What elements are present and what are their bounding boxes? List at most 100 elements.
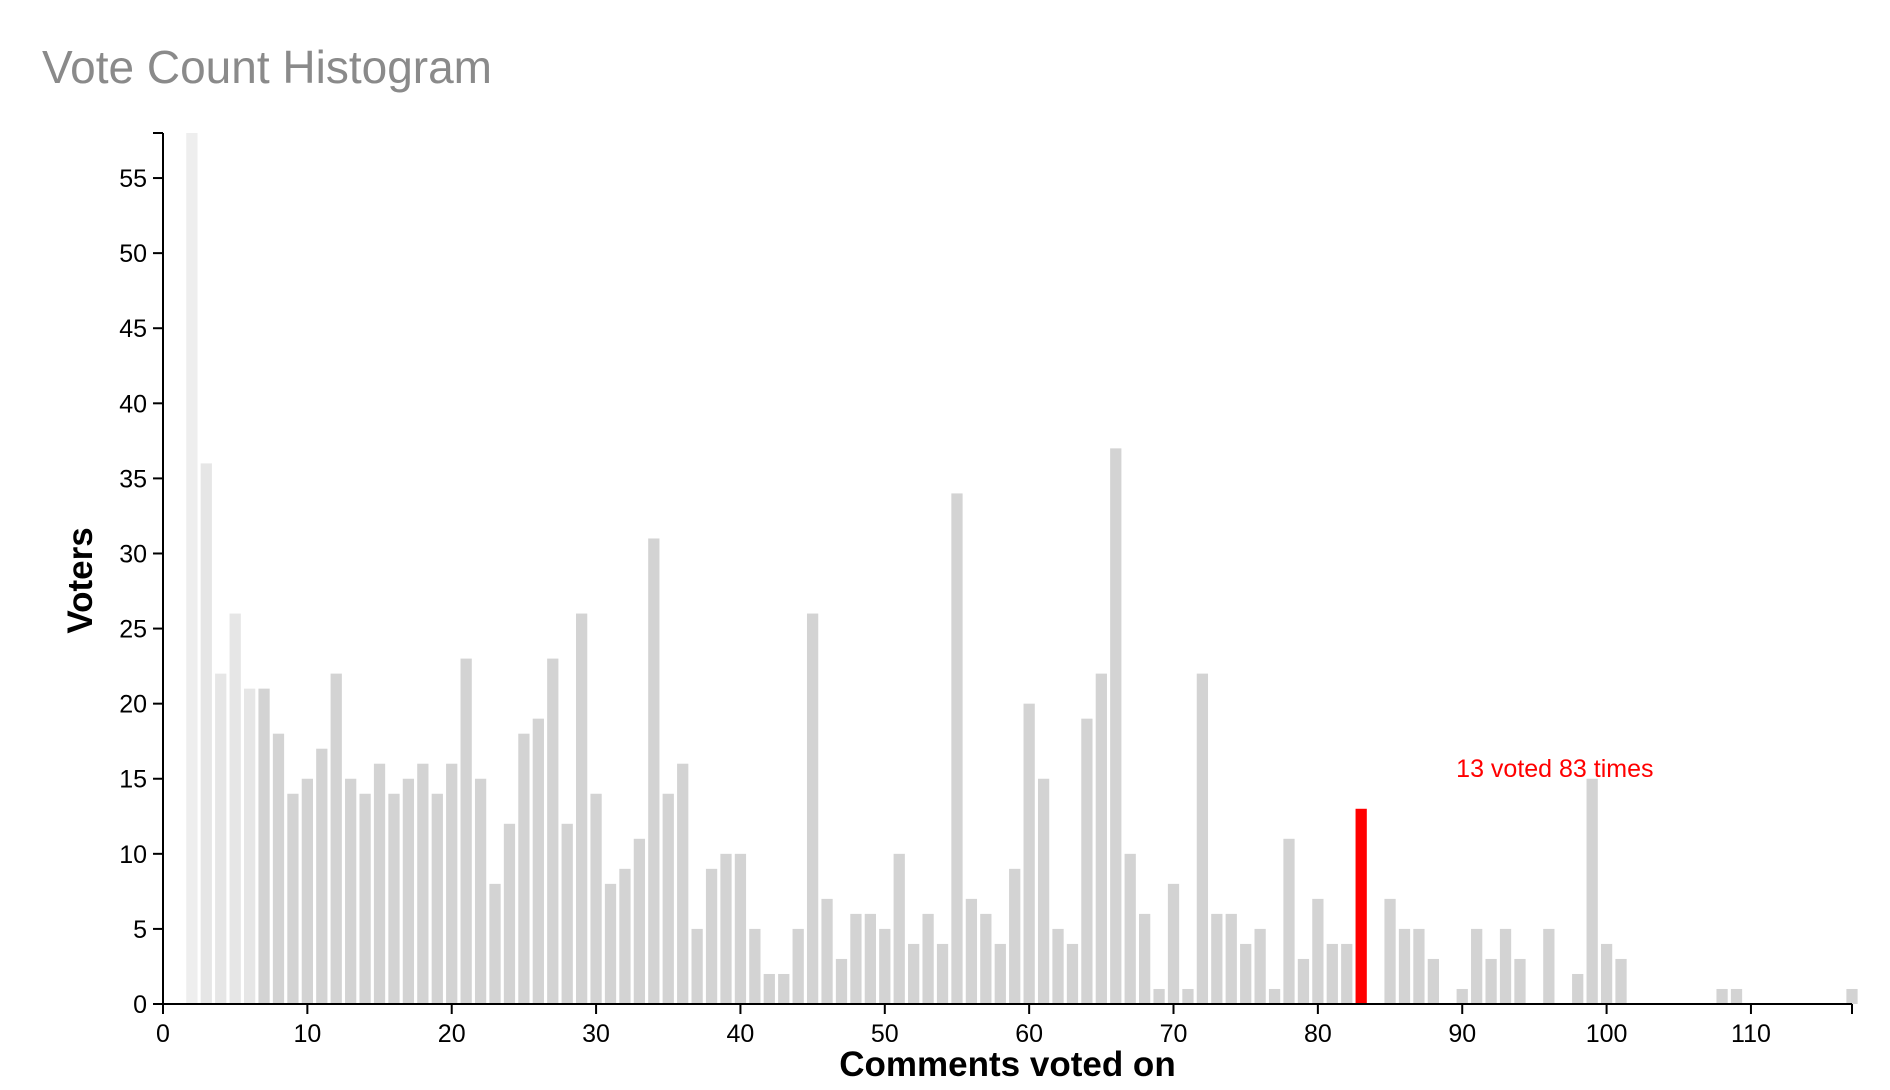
histogram-bar xyxy=(1153,988,1165,1004)
histogram-bar xyxy=(489,883,501,1004)
histogram-bar xyxy=(1341,943,1353,1004)
histogram-bar xyxy=(980,913,992,1004)
histogram-bar xyxy=(951,493,963,1004)
x-tick-label: 80 xyxy=(1304,1020,1332,1048)
histogram-bar xyxy=(763,973,775,1004)
histogram-bar xyxy=(1730,988,1743,1004)
histogram-bar xyxy=(503,823,516,1004)
histogram-bar xyxy=(1485,958,1497,1004)
histogram-bar xyxy=(633,838,646,1004)
histogram-bar xyxy=(749,928,761,1004)
x-axis-label: Comments voted on xyxy=(839,1045,1175,1084)
histogram-bar xyxy=(1716,988,1728,1004)
histogram-bar xyxy=(388,793,400,1004)
y-tick-label: 35 xyxy=(119,465,147,493)
histogram-bar xyxy=(460,658,472,1004)
histogram-bar xyxy=(576,613,588,1004)
histogram-bar xyxy=(1600,943,1613,1004)
x-tick-label: 10 xyxy=(293,1020,321,1048)
x-tick-label: 70 xyxy=(1160,1020,1188,1048)
histogram-bar xyxy=(547,658,559,1004)
histogram-bar xyxy=(1456,988,1468,1004)
histogram-bar xyxy=(1398,928,1411,1004)
histogram-bar xyxy=(1211,913,1223,1004)
y-tick-label: 30 xyxy=(119,540,147,568)
y-tick-label: 10 xyxy=(119,841,147,869)
histogram-bar xyxy=(316,748,328,1004)
histogram-bar xyxy=(229,613,241,1004)
histogram-bar xyxy=(850,913,862,1004)
histogram-bar xyxy=(994,943,1006,1004)
x-tick-label: 60 xyxy=(1015,1020,1043,1048)
histogram-bar xyxy=(446,763,458,1004)
y-tick-label: 55 xyxy=(119,165,147,193)
histogram-bar xyxy=(1283,838,1295,1004)
histogram-bar xyxy=(561,823,573,1004)
histogram-bar xyxy=(1225,913,1237,1004)
histogram-bar xyxy=(864,913,876,1004)
histogram-bar xyxy=(604,883,617,1004)
histogram-bar xyxy=(879,928,891,1004)
histogram-bar xyxy=(1297,958,1310,1004)
y-tick-label: 15 xyxy=(119,766,147,794)
histogram-bar xyxy=(1037,778,1050,1004)
y-tick-label: 25 xyxy=(119,616,147,644)
y-tick-label: 20 xyxy=(119,691,147,719)
histogram-bar xyxy=(1139,913,1151,1004)
chart-title: Vote Count Histogram xyxy=(42,41,493,93)
x-tick-label: 50 xyxy=(871,1020,899,1048)
histogram-bar xyxy=(1514,958,1526,1004)
histogram-bar xyxy=(792,928,804,1004)
histogram-bar xyxy=(1254,928,1266,1004)
y-tick-label: 5 xyxy=(133,916,147,944)
histogram-bar xyxy=(734,853,747,1004)
histogram-bar xyxy=(1543,928,1555,1004)
histogram-bar xyxy=(359,793,371,1004)
histogram-bar xyxy=(1066,943,1079,1004)
histogram-bar xyxy=(590,793,602,1004)
y-tick-label: 50 xyxy=(119,240,147,268)
histogram-bar xyxy=(345,778,357,1004)
histogram-bar xyxy=(720,853,732,1004)
y-tick-label: 45 xyxy=(119,315,147,343)
histogram-bar xyxy=(1009,868,1021,1004)
y-axis-label: Voters xyxy=(61,527,100,633)
bars-layer xyxy=(186,133,1858,1004)
histogram-bar xyxy=(908,943,920,1004)
histogram-bar xyxy=(691,928,703,1004)
histogram-bar xyxy=(330,673,342,1004)
histogram-bar xyxy=(215,673,227,1004)
histogram-bar xyxy=(1124,853,1136,1004)
x-tick-label: 40 xyxy=(727,1020,755,1048)
histogram-bar xyxy=(417,763,429,1004)
highlight-annotation: 13 voted 83 times xyxy=(1456,755,1653,783)
histogram-bar xyxy=(1081,718,1093,1004)
x-tick-label: 110 xyxy=(1731,1020,1771,1048)
histogram-bar xyxy=(662,793,674,1004)
histogram-bar xyxy=(272,733,285,1004)
histogram-bar xyxy=(1167,883,1180,1004)
histogram-bar xyxy=(373,763,386,1004)
histogram-bar xyxy=(1846,988,1858,1004)
histogram-bar xyxy=(705,868,718,1004)
histogram-bar xyxy=(1471,928,1483,1004)
histogram-bar xyxy=(1384,898,1396,1004)
histogram-bar xyxy=(677,763,689,1004)
histogram-bar xyxy=(474,778,487,1004)
histogram-bar xyxy=(648,538,660,1004)
histogram-bar xyxy=(1572,973,1584,1004)
histogram-bar xyxy=(1499,928,1512,1004)
histogram-bar xyxy=(1326,943,1338,1004)
histogram-bar xyxy=(922,913,934,1004)
histogram-bar xyxy=(806,613,819,1004)
histogram-bar xyxy=(1427,958,1439,1004)
histogram-bar xyxy=(821,898,833,1004)
histogram-bar xyxy=(518,733,530,1004)
x-tick-label: 20 xyxy=(438,1020,466,1048)
histogram-bar xyxy=(1615,958,1627,1004)
histogram-bar xyxy=(1586,778,1598,1004)
y-tick-label: 40 xyxy=(119,390,147,418)
x-tick-label: 0 xyxy=(156,1020,170,1048)
histogram-bar xyxy=(1413,928,1425,1004)
